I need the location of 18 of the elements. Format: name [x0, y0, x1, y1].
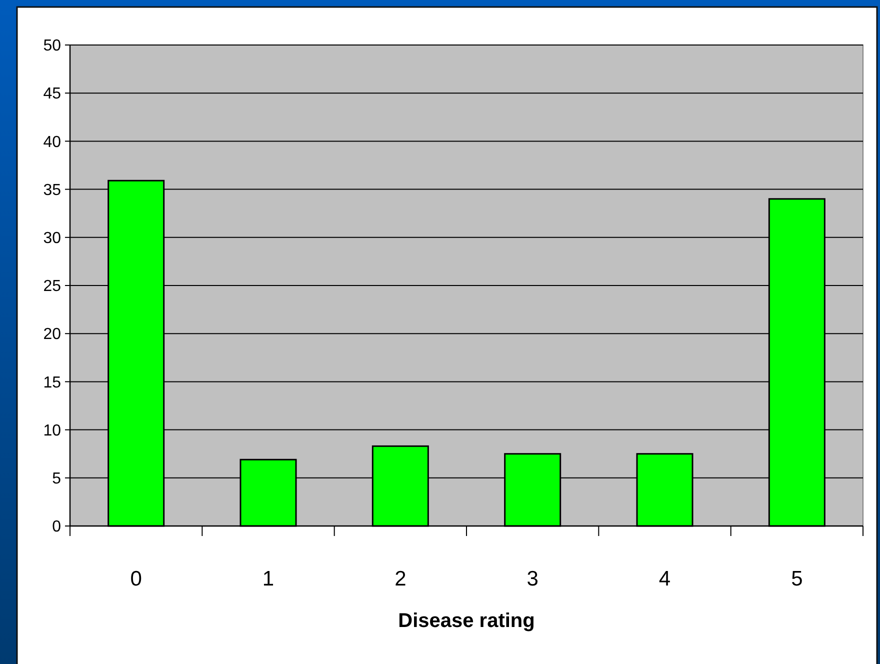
y-tick-label: 0 — [52, 518, 62, 536]
x-tick-label: 3 — [526, 567, 538, 590]
y-tick-label: 30 — [43, 230, 62, 247]
y-tick-label: 25 — [43, 278, 62, 296]
y-tick-label: 45 — [43, 86, 62, 103]
y-tick-label: 10 — [43, 422, 62, 440]
x-tick-label: 5 — [791, 567, 803, 590]
x-tick-label: 1 — [262, 567, 274, 590]
y-tick-label: 40 — [43, 134, 62, 151]
y-tick-label: 5 — [52, 470, 62, 488]
y-tick-label: 35 — [43, 182, 62, 199]
y-tick-label: 50 — [43, 38, 62, 55]
y-tick-label: 20 — [43, 326, 62, 344]
x-tick-label: 2 — [394, 567, 406, 590]
x-axis-title: Disease rating — [398, 610, 535, 632]
x-tick-label: 0 — [130, 567, 142, 590]
y-tick-label: 15 — [43, 374, 62, 392]
x-tick-label: 4 — [658, 567, 671, 590]
